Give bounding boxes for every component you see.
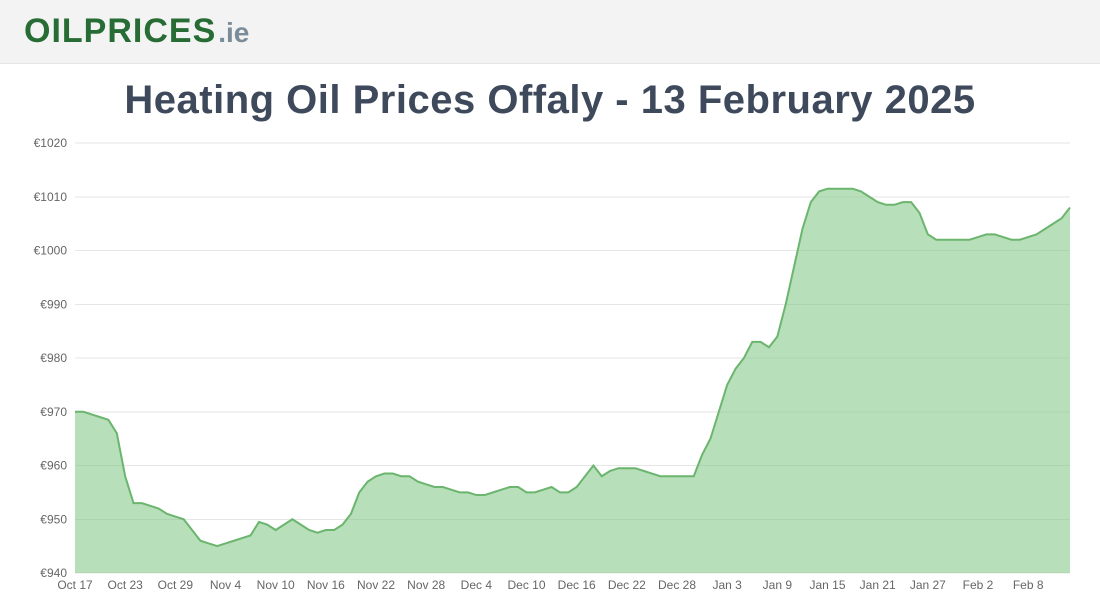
x-tick-label: Jan 3 [713, 578, 743, 592]
x-tick-label: Dec 22 [608, 578, 646, 592]
y-tick-label: €990 [40, 297, 67, 311]
y-tick-label: €950 [40, 512, 67, 526]
y-tick-label: €960 [40, 459, 67, 473]
x-tick-label: Oct 17 [57, 578, 93, 592]
x-tick-label: Nov 28 [407, 578, 445, 592]
logo-ext-text: .ie [218, 17, 249, 49]
header-bar: OILPRICES .ie [0, 0, 1100, 64]
x-tick-label: Jan 15 [810, 578, 846, 592]
x-tick-label: Jan 21 [860, 578, 896, 592]
site-logo[interactable]: OILPRICES .ie [24, 12, 249, 51]
y-tick-label: €1000 [34, 244, 68, 258]
x-tick-label: Feb 2 [963, 578, 994, 592]
x-tick-label: Dec 10 [507, 578, 545, 592]
price-chart: €940€950€960€970€980€990€1000€1010€1020O… [20, 133, 1080, 600]
chart-svg: €940€950€960€970€980€990€1000€1010€1020O… [20, 133, 1080, 600]
x-tick-label: Oct 29 [158, 578, 194, 592]
x-tick-label: Jan 27 [910, 578, 946, 592]
x-tick-label: Jan 9 [763, 578, 793, 592]
x-tick-label: Dec 4 [461, 578, 493, 592]
x-tick-label: Dec 28 [658, 578, 696, 592]
x-tick-label: Oct 23 [107, 578, 143, 592]
x-tick-label: Nov 22 [357, 578, 395, 592]
x-tick-label: Nov 16 [307, 578, 345, 592]
y-tick-label: €970 [40, 405, 67, 419]
price-series-area [75, 189, 1070, 573]
y-tick-label: €980 [40, 351, 67, 365]
x-tick-label: Nov 4 [210, 578, 242, 592]
logo-main-text: OILPRICES [24, 12, 216, 51]
y-tick-label: €1010 [34, 190, 68, 204]
chart-title: Heating Oil Prices Offaly - 13 February … [0, 78, 1100, 123]
x-tick-label: Feb 8 [1013, 578, 1044, 592]
x-tick-label: Nov 10 [257, 578, 295, 592]
x-tick-label: Dec 16 [558, 578, 596, 592]
y-tick-label: €1020 [34, 136, 68, 150]
